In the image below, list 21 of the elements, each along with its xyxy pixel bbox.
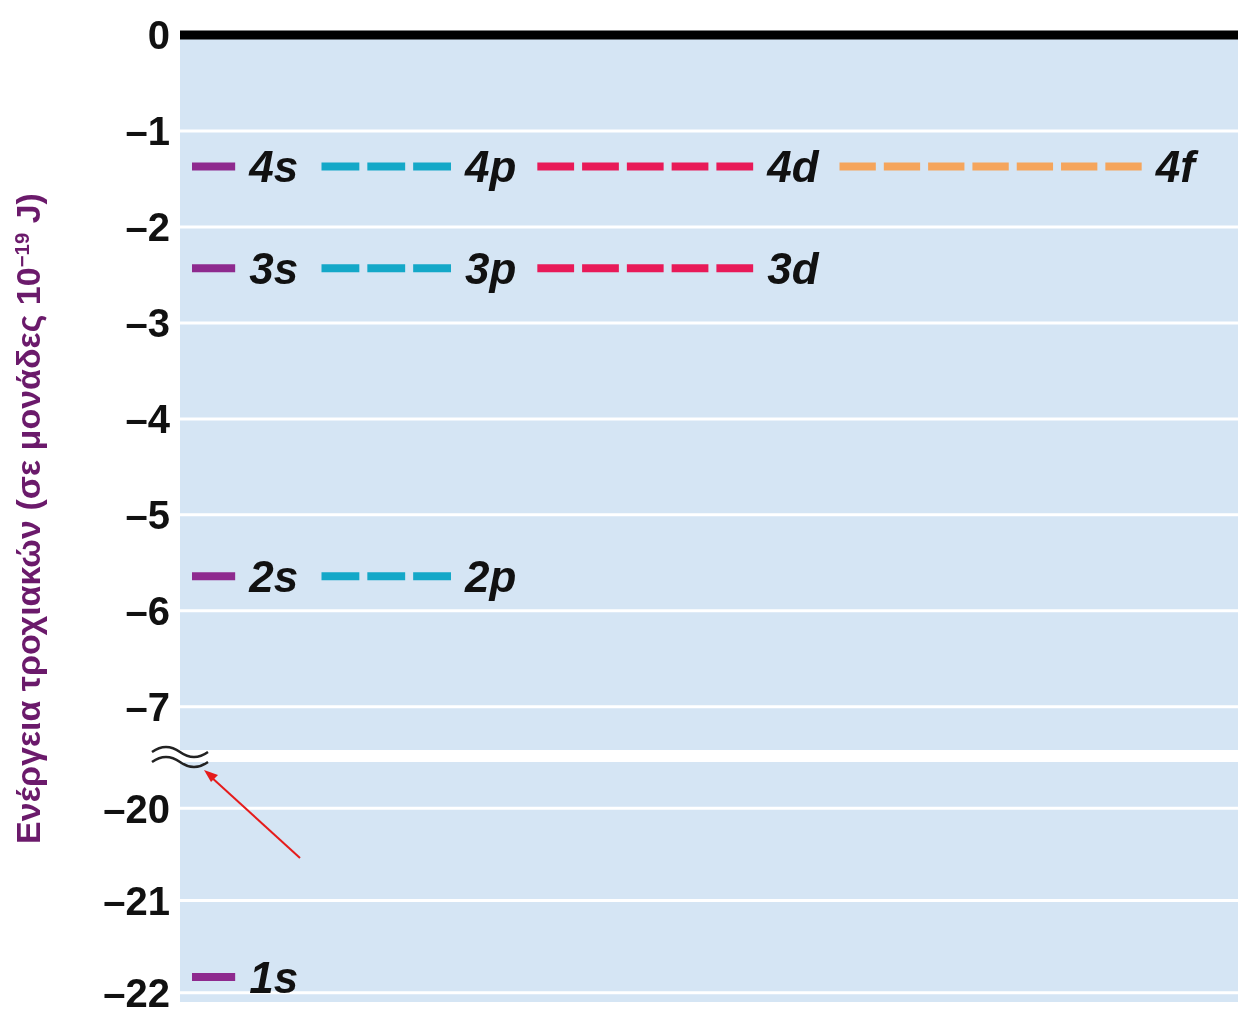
- series-label: 4p: [464, 142, 517, 192]
- y-tick-label: –5: [125, 493, 170, 538]
- series-label: 4d: [766, 142, 820, 192]
- y-tick-label: –21: [103, 878, 170, 923]
- y-tick-label: –4: [125, 397, 171, 442]
- series-label: 3p: [465, 244, 517, 294]
- series-label: 4s: [248, 142, 299, 192]
- y-tick-label: –1: [125, 109, 170, 154]
- series-label: 4f: [1154, 142, 1200, 192]
- series-label: 3d: [767, 244, 820, 294]
- y-tick-label: 0: [147, 13, 170, 58]
- y-tick-label: –20: [103, 786, 170, 831]
- series-label: 2p: [464, 552, 517, 602]
- y-tick-label: –6: [125, 589, 170, 634]
- y-tick-label: –2: [125, 205, 170, 250]
- series-label: 2s: [248, 552, 299, 602]
- series-label: 3s: [249, 244, 299, 294]
- y-tick-label: –7: [125, 685, 170, 730]
- y-tick-label: –3: [125, 301, 170, 346]
- series-label: 1s: [249, 952, 299, 1002]
- y-tick-label: –22: [103, 971, 170, 1016]
